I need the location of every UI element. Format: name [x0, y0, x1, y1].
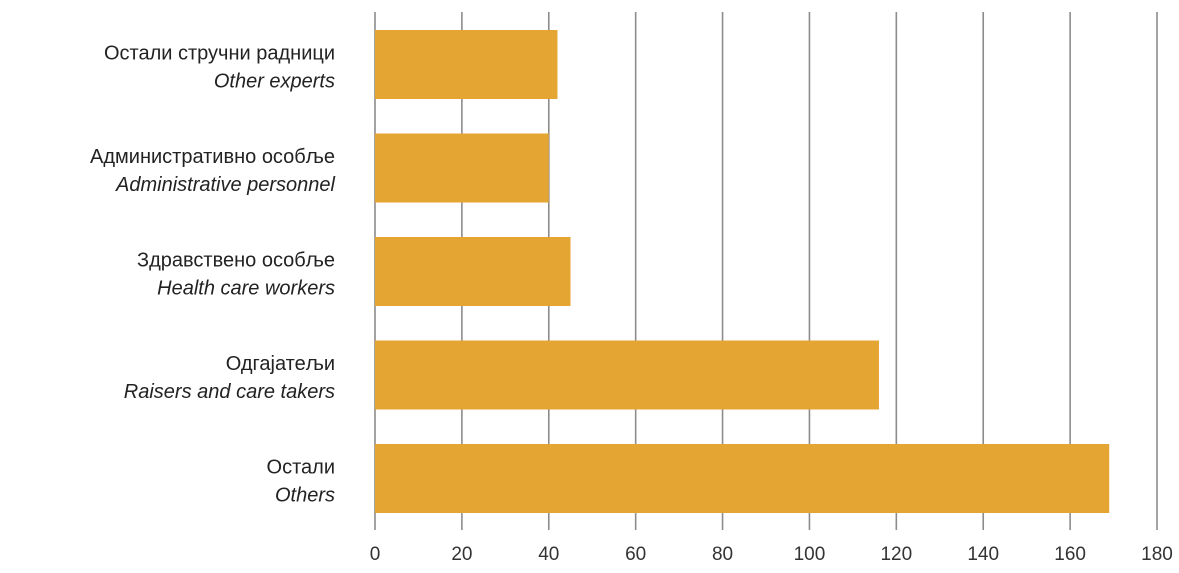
x-tick-label: 20 [451, 544, 472, 565]
x-tick-label: 180 [1141, 544, 1173, 565]
category-label: Здравствено особље [137, 250, 335, 272]
x-tick-label: 140 [967, 544, 999, 565]
x-tick-label: 100 [794, 544, 826, 565]
bar [375, 30, 558, 99]
category-sublabel: Other experts [214, 71, 335, 93]
category-labels: Остали стручни радници Other experts Админ… [90, 43, 336, 507]
category-sublabel: Health care workers [157, 278, 335, 300]
category-label: Административно особље [90, 146, 335, 168]
bar [375, 340, 879, 410]
x-tick-label: 60 [625, 544, 646, 565]
x-tick-label: 0 [370, 544, 381, 565]
x-tick-label: 80 [712, 544, 733, 565]
x-axis-ticks: 0 20 40 60 80 100 120 140 160 180 [370, 544, 1173, 565]
category-sublabel: Administrative personnel [115, 174, 336, 196]
bar [375, 237, 571, 306]
x-tick-label: 120 [880, 544, 912, 565]
category-sublabel: Raisers and care takers [124, 381, 335, 403]
category-sublabel: Others [275, 485, 335, 507]
category-label: Остали [267, 457, 335, 479]
bar [375, 444, 1110, 513]
bar [375, 133, 549, 203]
x-tick-label: 40 [538, 544, 559, 565]
bars [375, 30, 1110, 513]
category-label: Остали стручни радници [104, 43, 335, 65]
x-tick-label: 160 [1054, 544, 1086, 565]
category-label: Одгајатељи [226, 353, 335, 375]
